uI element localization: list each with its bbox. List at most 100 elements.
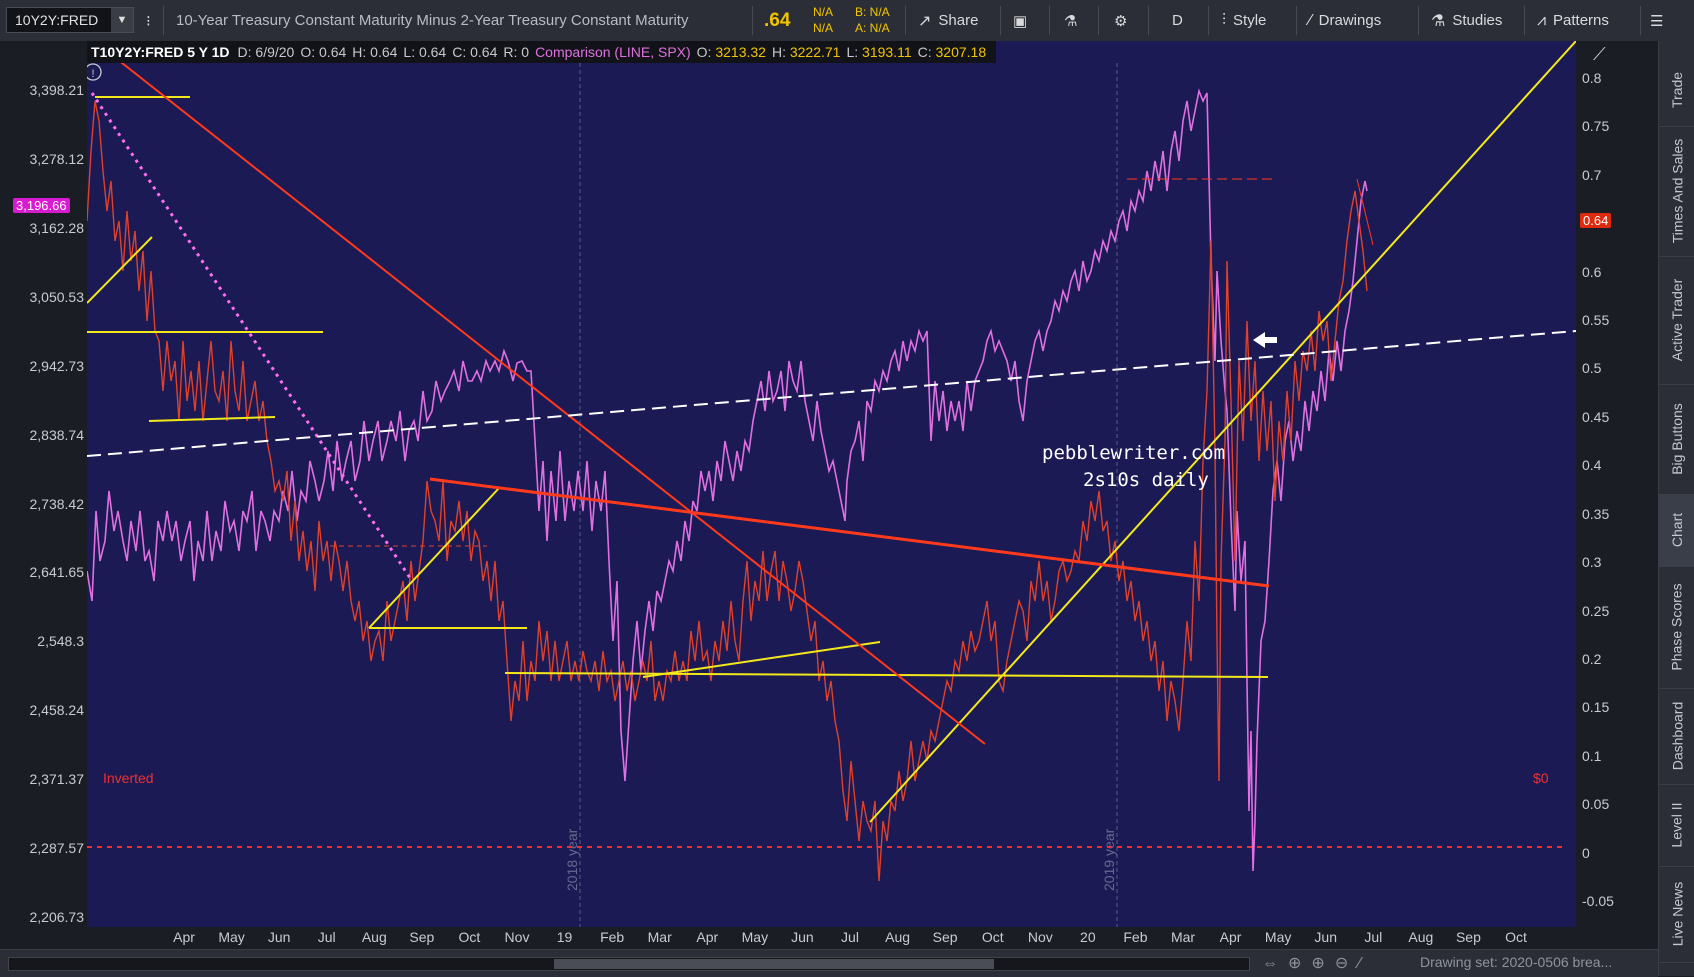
x-axis-tick: May bbox=[218, 929, 245, 945]
left-axis-tick: 3,398.21 bbox=[29, 82, 85, 98]
na-value: N/A bbox=[813, 5, 834, 19]
x-axis-tick: Oct bbox=[981, 929, 1004, 945]
x-axis-tick: Nov bbox=[1027, 929, 1053, 945]
low-value: L: 0.64 bbox=[403, 44, 447, 60]
right-axis-tick: 0.5 bbox=[1582, 360, 1602, 377]
left-axis-tick: 3,050.53 bbox=[29, 288, 85, 305]
sidebar-tab-times-and-sales[interactable]: Times And Sales bbox=[1659, 126, 1694, 257]
right-price-axis[interactable] bbox=[1576, 41, 1658, 927]
sidebar-tab-chart[interactable]: Chart bbox=[1659, 494, 1694, 567]
symbol-description: 10-Year Treasury Constant Maturity Minus… bbox=[176, 12, 689, 29]
x-axis-tick: 20 bbox=[1080, 929, 1096, 945]
x-axis-tick: 19 bbox=[556, 929, 573, 945]
info-icon[interactable] bbox=[87, 63, 102, 81]
x-axis-tick: May bbox=[1264, 929, 1292, 945]
spread-line bbox=[87, 100, 1368, 882]
red-trendlines[interactable] bbox=[116, 58, 1374, 745]
drawing-set-label[interactable]: Drawing set: 2020-0506 brea... bbox=[1420, 954, 1613, 970]
close-value: C: 0.64 bbox=[452, 44, 498, 60]
x-axis-tick: Apr bbox=[1219, 929, 1242, 945]
right-sidebar: Trade Times And Sales Active Trader Big But… bbox=[1658, 41, 1694, 976]
x-axis-tick: Feb bbox=[1123, 929, 1148, 945]
right-axis-tick: 0.75 bbox=[1582, 118, 1610, 135]
horizontal-scrollbar[interactable] bbox=[8, 957, 1250, 971]
drawings-button[interactable]: ∕ Drawings bbox=[1309, 11, 1382, 30]
magenta-dotted-trend[interactable] bbox=[90, 92, 414, 582]
studies-button[interactable]: ⚗ Studies bbox=[1431, 12, 1503, 30]
left-axis-tick: 3,278.12 bbox=[29, 150, 85, 167]
symbol-selector[interactable]: 10Y2Y:FRED ▼ bbox=[6, 7, 134, 33]
sidebar-tab-phase-scores[interactable]: Phase Scores bbox=[1659, 566, 1694, 689]
menu-icon[interactable]: ☰ bbox=[1650, 12, 1664, 30]
right-axis-tick: 0.35 bbox=[1582, 505, 1610, 522]
left-axis-tick: 2,838.74 bbox=[29, 426, 85, 443]
symbol-text: 10Y2Y:FRED bbox=[15, 12, 99, 28]
x-axis-tick: Oct bbox=[458, 929, 481, 945]
x-axis-tick: Oct bbox=[1505, 929, 1527, 945]
gear-icon[interactable]: ⚙ bbox=[1114, 12, 1128, 30]
comparison-low: L: 3193.11 bbox=[846, 44, 912, 60]
display-icon[interactable]: ▣ bbox=[1013, 12, 1028, 30]
svg-text:!: ! bbox=[91, 68, 94, 80]
last-price: .64 bbox=[764, 9, 791, 31]
spread-last-badge: 0.64 bbox=[1580, 213, 1612, 228]
bottom-bar: ⇔⊕⊕⊖⁄ Drawing set: 2020-0506 brea... bbox=[0, 949, 1658, 977]
right-axis-tick: -0.05 bbox=[1582, 893, 1614, 909]
na-value: N/A bbox=[813, 21, 834, 35]
left-axis-tick: 2,287.57 bbox=[29, 840, 85, 857]
flask-icon[interactable]: ⚗ bbox=[1064, 12, 1078, 30]
arrow-icon bbox=[1253, 332, 1277, 348]
bid-value: B: N/A bbox=[855, 5, 890, 19]
link-icon[interactable]: ⁝ bbox=[146, 12, 151, 30]
left-axis-tick: 2,206.73 bbox=[29, 909, 85, 925]
x-axis-tick: May bbox=[741, 929, 769, 945]
ask-value: A: N/A bbox=[855, 21, 890, 35]
right-axis-tick: 0.4 bbox=[1582, 457, 1602, 474]
year-marker-2018: 2018 year bbox=[564, 828, 580, 891]
x-axis-tick: Jun bbox=[791, 929, 814, 945]
axis-scale-icon[interactable]: ⟋ bbox=[1593, 44, 1606, 64]
pencil-icon: ∕ bbox=[1309, 11, 1312, 29]
yellow-trendlines[interactable] bbox=[87, 41, 1576, 823]
sidebar-tab-dashboard[interactable]: Dashboard bbox=[1659, 688, 1694, 785]
spx-line bbox=[87, 88, 1368, 872]
left-price-axis[interactable] bbox=[0, 41, 87, 927]
right-axis-tick: 0.45 bbox=[1582, 408, 1610, 425]
sidebar-tab-big-buttons[interactable]: Big Buttons bbox=[1659, 384, 1694, 495]
share-button[interactable]: ↗ Share bbox=[918, 12, 979, 30]
pattern-icon: ⩘ bbox=[1537, 11, 1547, 29]
x-axis-tick: Aug bbox=[885, 929, 911, 945]
comparison-close: C: 3207.18 bbox=[917, 44, 987, 60]
comparison-open: O: 3213.32 bbox=[696, 44, 766, 60]
right-axis-tick: 0.55 bbox=[1582, 312, 1610, 329]
share-icon: ↗ bbox=[918, 12, 932, 30]
sidebar-tab-level-ii[interactable]: Level II bbox=[1659, 784, 1694, 867]
zoom-controls[interactable]: ⇔⊕⊕⊖⁄ bbox=[1262, 955, 1371, 972]
right-axis-tick: 0.25 bbox=[1582, 602, 1610, 619]
white-dashed-trend[interactable] bbox=[87, 330, 1576, 457]
style-button[interactable]: ⫶ Style bbox=[1222, 11, 1267, 30]
x-axis-tick: Jul bbox=[317, 929, 336, 945]
patterns-button[interactable]: ⩘ Patterns bbox=[1537, 11, 1609, 30]
x-axis-tick: Feb bbox=[600, 929, 625, 945]
chevron-down-icon[interactable]: ▼ bbox=[111, 8, 133, 32]
sidebar-tab-trade[interactable]: Trade bbox=[1659, 54, 1694, 127]
x-axis-tick: Sep bbox=[1455, 929, 1481, 945]
scroll-thumb[interactable] bbox=[554, 959, 994, 969]
comparison-label[interactable]: Comparison (LINE, SPX) bbox=[535, 44, 691, 60]
left-axis-tick: 2,738.42 bbox=[29, 495, 85, 512]
chart-area[interactable]: 2018 year 2019 year bbox=[87, 41, 1576, 927]
period-selector[interactable]: D bbox=[1172, 12, 1183, 29]
x-axis-tick: Aug bbox=[361, 929, 387, 945]
right-axis-tick: 0.15 bbox=[1582, 699, 1610, 716]
zero-dollar-label: $0 bbox=[1533, 770, 1549, 786]
comparison-high: H: 3222.71 bbox=[771, 44, 841, 60]
inverted-label: Inverted bbox=[103, 770, 154, 786]
sidebar-tab-live-news[interactable]: Live News bbox=[1659, 866, 1694, 963]
right-axis-tick: 0.05 bbox=[1582, 796, 1610, 813]
x-axis-tick: Mar bbox=[647, 929, 672, 945]
sidebar-tab-active-trader[interactable]: Active Trader bbox=[1659, 256, 1694, 385]
flask-icon: ⚗ bbox=[1431, 12, 1446, 30]
x-axis-tick: Jul bbox=[1364, 929, 1383, 945]
left-axis-tick: 2,458.24 bbox=[29, 702, 85, 719]
